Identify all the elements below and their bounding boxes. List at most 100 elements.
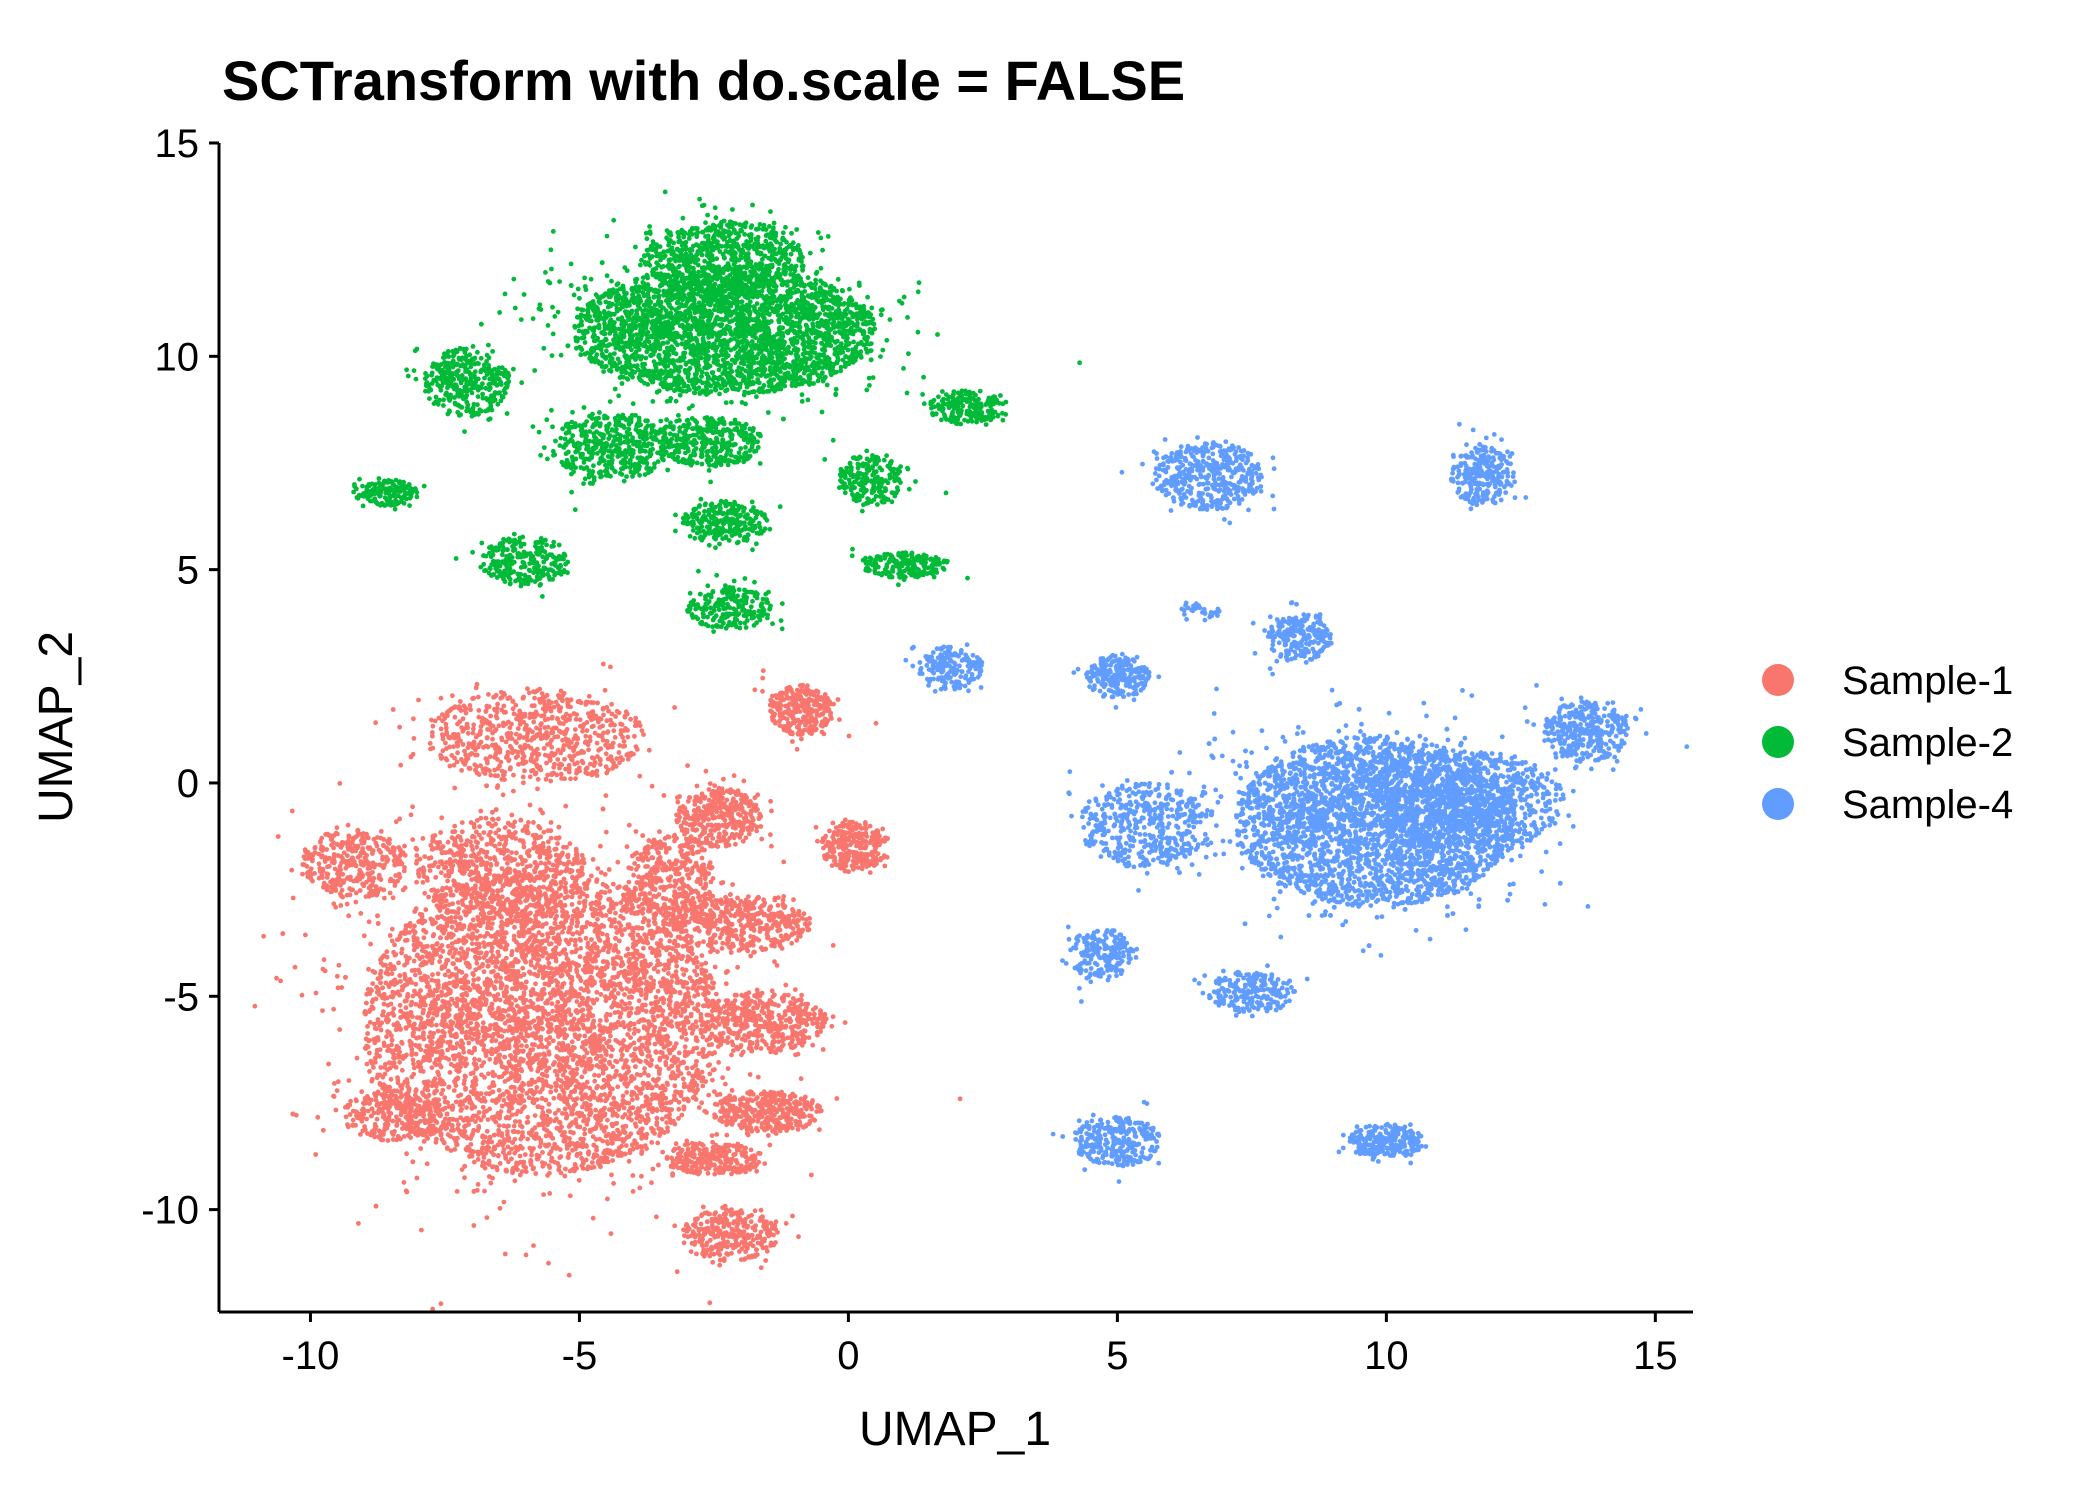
data-point	[496, 1005, 501, 1011]
data-point	[411, 1061, 416, 1067]
data-point	[403, 938, 408, 943]
data-point	[512, 924, 517, 930]
data-point	[609, 1172, 614, 1178]
data-point	[485, 963, 491, 969]
data-point	[583, 1092, 588, 1097]
data-point	[658, 937, 664, 943]
data-point	[561, 1138, 567, 1143]
data-point	[530, 1059, 536, 1065]
data-point	[596, 949, 602, 954]
data-point	[560, 1095, 566, 1101]
data-point	[471, 1078, 477, 1084]
data-point	[657, 962, 663, 967]
data-point	[488, 1180, 494, 1186]
data-point	[548, 1158, 554, 1164]
data-point	[660, 1050, 665, 1056]
data-point	[479, 1098, 484, 1104]
data-point	[602, 890, 608, 895]
data-point	[599, 1112, 604, 1118]
data-point	[439, 989, 444, 995]
data-point	[494, 1164, 499, 1170]
data-point	[537, 1052, 543, 1057]
data-point	[564, 1059, 569, 1064]
data-point	[552, 1141, 557, 1147]
data-point	[548, 913, 554, 919]
data-point	[449, 997, 455, 1002]
data-point	[598, 1155, 604, 1161]
data-point	[583, 924, 589, 930]
data-point	[561, 925, 567, 931]
data-point	[546, 965, 552, 970]
data-point	[585, 1117, 591, 1122]
data-point	[501, 1147, 507, 1152]
data-point	[475, 1095, 480, 1100]
data-point	[577, 887, 582, 892]
data-point	[581, 907, 586, 913]
data-point	[478, 950, 484, 956]
data-point	[356, 1221, 361, 1226]
data-point	[628, 988, 634, 993]
data-point	[698, 1075, 704, 1080]
data-point	[781, 859, 787, 865]
data-point	[528, 1132, 534, 1138]
data-point	[370, 1006, 376, 1011]
data-point	[454, 1189, 460, 1194]
data-point	[472, 998, 478, 1003]
data-point	[481, 1109, 487, 1115]
data-point	[501, 1137, 507, 1142]
data-point	[374, 984, 379, 990]
data-point	[531, 1031, 536, 1036]
data-point	[506, 1013, 511, 1018]
data-point	[489, 1139, 495, 1145]
data-point	[576, 1081, 582, 1087]
data-point	[449, 924, 455, 930]
data-point	[404, 1151, 409, 1157]
data-point	[584, 1079, 590, 1085]
data-point	[664, 933, 669, 938]
data-point	[623, 1151, 628, 1157]
data-point	[575, 1060, 581, 1065]
data-point	[506, 1150, 512, 1156]
data-point	[472, 1047, 477, 1053]
data-point	[568, 1070, 574, 1076]
data-point	[585, 1039, 590, 1045]
data-point	[450, 1046, 455, 1051]
data-point	[582, 898, 588, 904]
data-point	[667, 951, 673, 957]
data-point	[440, 1014, 446, 1019]
data-point	[658, 1041, 664, 1047]
data-point	[583, 1084, 589, 1089]
data-point	[586, 1007, 591, 1012]
data-point	[485, 921, 491, 926]
data-point	[654, 1120, 660, 1125]
data-point	[376, 989, 381, 995]
data-point	[474, 1090, 480, 1096]
data-point	[431, 1031, 437, 1036]
data-point	[596, 1073, 602, 1078]
data-point	[446, 1012, 452, 1018]
data-point	[497, 1161, 503, 1166]
data-point	[630, 1146, 636, 1152]
data-point	[664, 978, 670, 983]
data-point	[440, 1018, 445, 1024]
data-point	[957, 1096, 963, 1102]
data-point	[385, 1019, 390, 1025]
data-point	[653, 1092, 659, 1098]
data-point	[411, 958, 417, 964]
data-point	[280, 931, 286, 936]
data-point	[610, 1109, 616, 1114]
data-point	[504, 1089, 510, 1094]
data-point	[513, 1038, 519, 1043]
data-point	[557, 886, 562, 892]
data-point	[649, 1125, 654, 1131]
data-point	[594, 1085, 600, 1091]
data-point	[625, 1081, 631, 1087]
data-point	[668, 979, 674, 985]
data-point	[520, 1006, 526, 1011]
data-point	[506, 1044, 512, 1049]
data-point	[672, 1083, 678, 1089]
data-point	[484, 1215, 490, 1220]
data-point	[601, 1077, 607, 1083]
data-point	[574, 963, 580, 969]
data-point	[630, 1189, 636, 1194]
